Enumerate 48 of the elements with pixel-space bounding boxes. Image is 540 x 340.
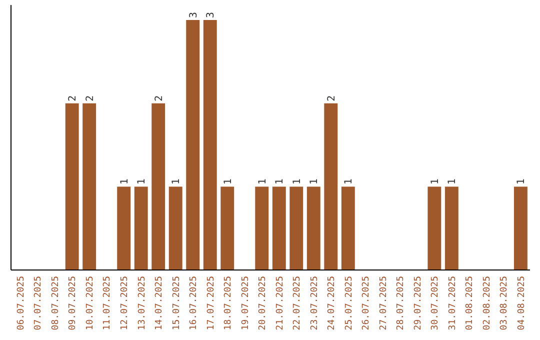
data-label: 1 xyxy=(136,178,148,185)
data-label: 1 xyxy=(430,178,441,185)
x-tick-label: 30.07.2025 xyxy=(430,276,441,330)
x-tick-label: 01.08.2025 xyxy=(465,276,476,330)
x-tick-label: 23.07.2025 xyxy=(310,276,320,330)
x-tick-label: 13.07.2025 xyxy=(137,276,148,330)
x-tick-label: 12.07.2025 xyxy=(120,276,130,330)
data-label: 1 xyxy=(171,178,182,185)
data-label: 2 xyxy=(326,95,338,102)
x-tick-label: 06.07.2025 xyxy=(16,276,26,330)
x-tick-label: 03.08.2025 xyxy=(500,276,510,330)
data-label: 1 xyxy=(222,178,234,185)
x-tick-label: 22.07.2025 xyxy=(292,276,303,330)
x-tick-label: 11.07.2025 xyxy=(102,276,113,330)
x-tick-label: 17.07.2025 xyxy=(206,276,216,330)
data-label: 1 xyxy=(119,178,130,185)
data-label: 1 xyxy=(344,178,355,185)
data-label: 3 xyxy=(188,12,200,18)
x-tick-label: 18.07.2025 xyxy=(224,276,234,330)
x-tick-label: 21.07.2025 xyxy=(275,276,286,330)
data-label: 1 xyxy=(257,178,268,185)
data-label: 2 xyxy=(68,95,79,102)
x-tick-label: 09.07.2025 xyxy=(68,276,78,330)
x-tick-label: 25.07.2025 xyxy=(344,276,354,330)
x-tick-label: 15.07.2025 xyxy=(172,276,182,330)
data-label: 1 xyxy=(309,178,320,185)
x-tick-label: 16.07.2025 xyxy=(189,276,200,330)
x-tick-label: 24.07.2025 xyxy=(327,276,338,330)
data-label: 1 xyxy=(516,178,528,185)
x-tick-label: 04.08.2025 xyxy=(516,276,527,330)
x-tick-label: 19.07.2025 xyxy=(240,276,251,330)
x-tick-label: 31.07.2025 xyxy=(448,276,458,330)
data-label: 3 xyxy=(206,12,217,18)
data-label: 1 xyxy=(447,178,458,185)
x-tick-label: 10.07.2025 xyxy=(85,276,96,330)
x-tick-label: 02.08.2025 xyxy=(482,276,492,330)
data-label: 2 xyxy=(84,95,96,102)
x-tick-label: 08.07.2025 xyxy=(50,276,61,330)
x-tick-label: 07.07.2025 xyxy=(34,276,44,330)
data-label: 1 xyxy=(274,178,286,185)
data-label: 2 xyxy=(154,95,165,102)
x-tick-label: 20.07.2025 xyxy=(258,276,268,330)
x-tick-label: 14.07.2025 xyxy=(154,276,164,330)
x-tick-label: 29.07.2025 xyxy=(413,276,424,330)
data-label: 1 xyxy=(292,178,303,185)
x-tick-label: 26.07.2025 xyxy=(362,276,372,330)
x-tick-label: 27.07.2025 xyxy=(378,276,389,330)
x-tick-label: 28.07.2025 xyxy=(396,276,406,330)
